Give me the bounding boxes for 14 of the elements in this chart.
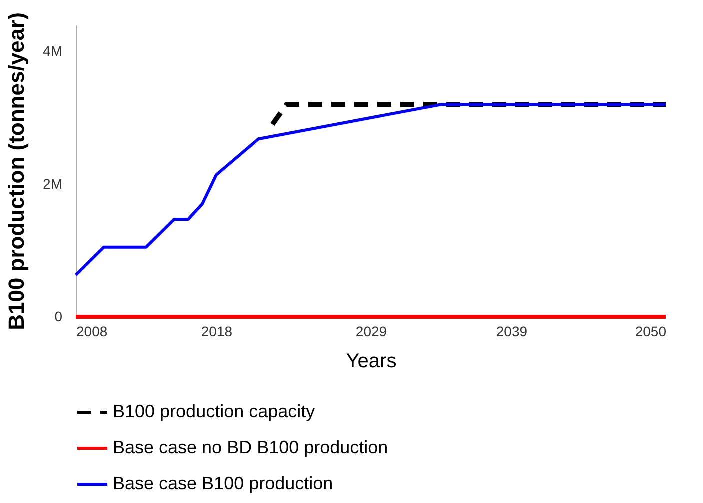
- y-tick-label: 4M: [43, 43, 62, 60]
- x-tick-label: 2039: [496, 324, 528, 340]
- x-tick-label: 2018: [201, 324, 233, 340]
- line-series: [74, 103, 668, 277]
- x-tick-label: 2029: [356, 324, 388, 340]
- y-tick-label: 0: [54, 308, 63, 324]
- x-tick-label: 2050: [635, 324, 667, 340]
- x-axis-title: Years: [346, 350, 397, 372]
- legend-label: B100 production capacity: [113, 402, 316, 422]
- legend-label: Base case B100 production: [113, 474, 334, 494]
- legend-label: Base case no BD B100 production: [113, 438, 388, 458]
- y-axis-title: B100 production (tonnes/year): [4, 12, 30, 330]
- x-tick-label: 2008: [76, 324, 108, 340]
- y-tick-label: 2M: [43, 176, 62, 192]
